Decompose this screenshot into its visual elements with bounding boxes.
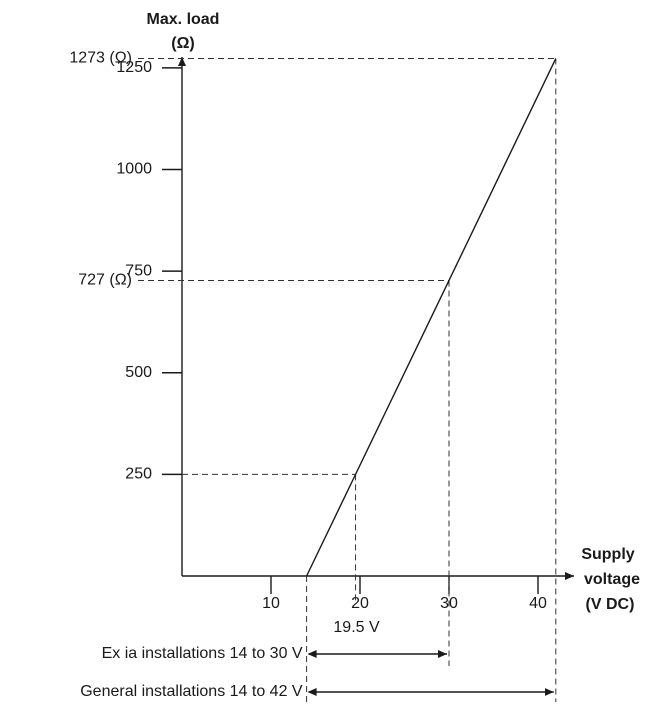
y-tick-label: 750 xyxy=(125,262,152,279)
y-tick-label: 1000 xyxy=(116,161,152,178)
x-tick-label: 10 xyxy=(262,595,280,612)
y-tick-label: 1250 xyxy=(116,59,152,76)
x-tick-label: 40 xyxy=(529,595,547,612)
reference-x-label: 19.5 V xyxy=(333,619,380,636)
range-label: General installations 14 to 42 V xyxy=(80,683,303,700)
y-tick-label: 250 xyxy=(125,466,152,483)
range-label: Ex ia installations 14 to 30 V xyxy=(102,645,303,662)
load-line xyxy=(305,58,557,577)
y-axis-title-line1: Max. load xyxy=(147,11,220,28)
x-axis-title-line2: voltage xyxy=(584,571,640,588)
y-tick-label: 500 xyxy=(125,364,152,381)
x-axis-title-line1: Supply xyxy=(581,546,634,563)
reference-y-label: 727 (Ω) xyxy=(78,272,132,289)
reference-y-label: 1273 (Ω) xyxy=(69,50,132,67)
x-tick-label: 20 xyxy=(351,595,369,612)
y-axis-title-line2: (Ω) xyxy=(171,35,194,52)
x-axis-title-line3: (V DC) xyxy=(586,596,635,613)
